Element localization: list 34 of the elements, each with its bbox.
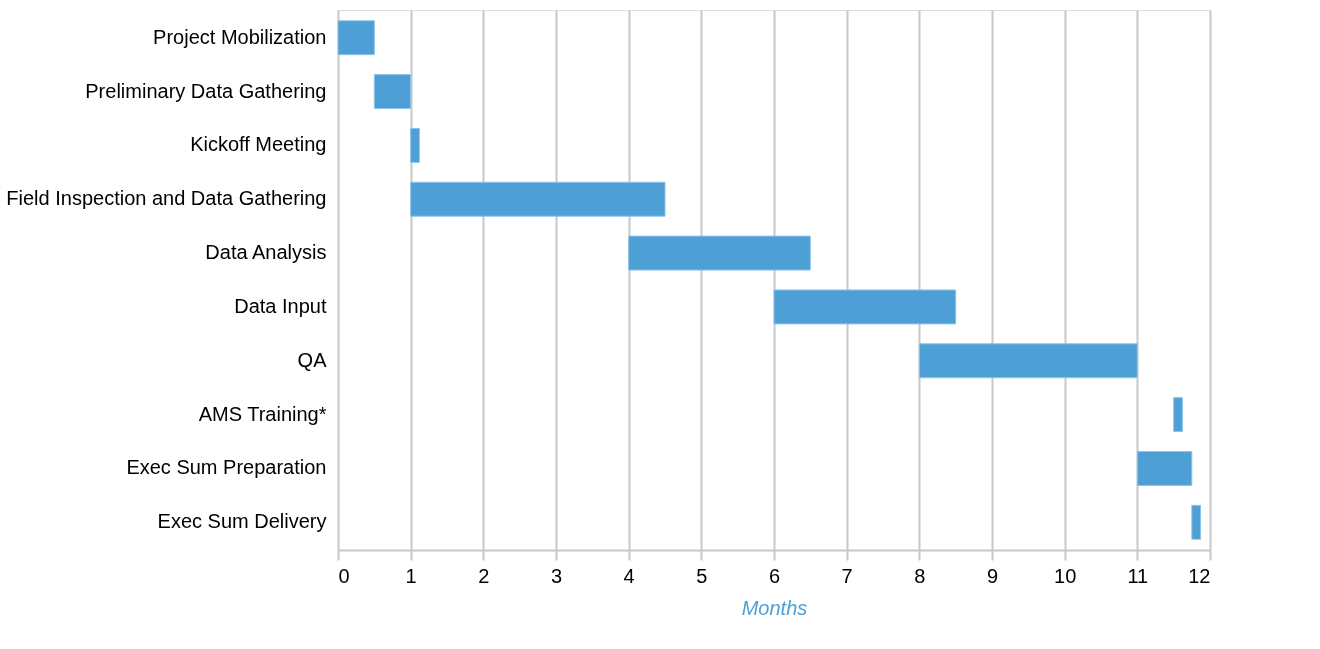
y-tick-label: Field Inspection and Data Gathering (6, 187, 327, 210)
x-tick-label: 12 (1188, 564, 1211, 587)
x-tick-label: 7 (841, 564, 853, 587)
x-tick-label: 8 (914, 564, 926, 587)
x-tick-label: 6 (768, 564, 781, 587)
y-tick-label: Kickoff Meeting (190, 133, 327, 156)
x-tick-label: 2 (478, 564, 490, 587)
x-tick-label: 3 (550, 564, 563, 587)
y-tick-label: Exec Sum Delivery (157, 510, 327, 533)
x-tick-label: 0 (338, 564, 350, 587)
bar (1191, 504, 1202, 540)
bar (1173, 397, 1183, 433)
bar (337, 20, 375, 56)
bar (373, 74, 412, 110)
y-tick-label: AMS Training* (198, 402, 327, 425)
x-tick-label: 1 (405, 564, 417, 587)
bar (410, 181, 666, 217)
y-tick-label: Exec Sum Preparation (126, 456, 327, 479)
x-tick-label: 10 (1054, 564, 1077, 587)
y-tick-label: Project Mobilization (153, 25, 327, 48)
bar (1136, 450, 1193, 486)
bar (773, 289, 957, 325)
bar (628, 235, 811, 271)
y-tick-label: Data Analysis (205, 241, 327, 264)
bar (918, 343, 1138, 379)
x-tick-label: 5 (696, 564, 708, 587)
bar (410, 127, 420, 163)
x-tick-label: 11 (1127, 564, 1149, 587)
y-tick-label: Preliminary Data Gathering (85, 79, 327, 102)
x-axis-title: Months (741, 596, 808, 619)
x-tick-label: 4 (623, 564, 635, 587)
x-tick-label: 9 (986, 564, 999, 587)
y-tick-label: Data Input (234, 294, 327, 317)
y-tick-label: QA (297, 348, 328, 371)
